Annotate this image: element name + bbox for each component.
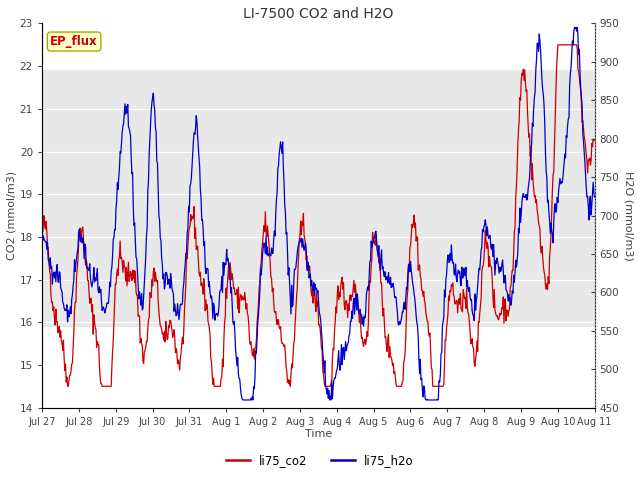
X-axis label: Time: Time	[305, 430, 332, 440]
Bar	[42, 71, 595, 326]
Text: EP_flux: EP_flux	[51, 35, 98, 48]
Y-axis label: CO2 (mmol/m3): CO2 (mmol/m3)	[7, 171, 17, 260]
Legend: li75_co2, li75_h2o: li75_co2, li75_h2o	[221, 449, 419, 472]
Y-axis label: H2O (mmol/m3): H2O (mmol/m3)	[623, 171, 633, 261]
Title: LI-7500 CO2 and H2O: LI-7500 CO2 and H2O	[243, 7, 394, 21]
